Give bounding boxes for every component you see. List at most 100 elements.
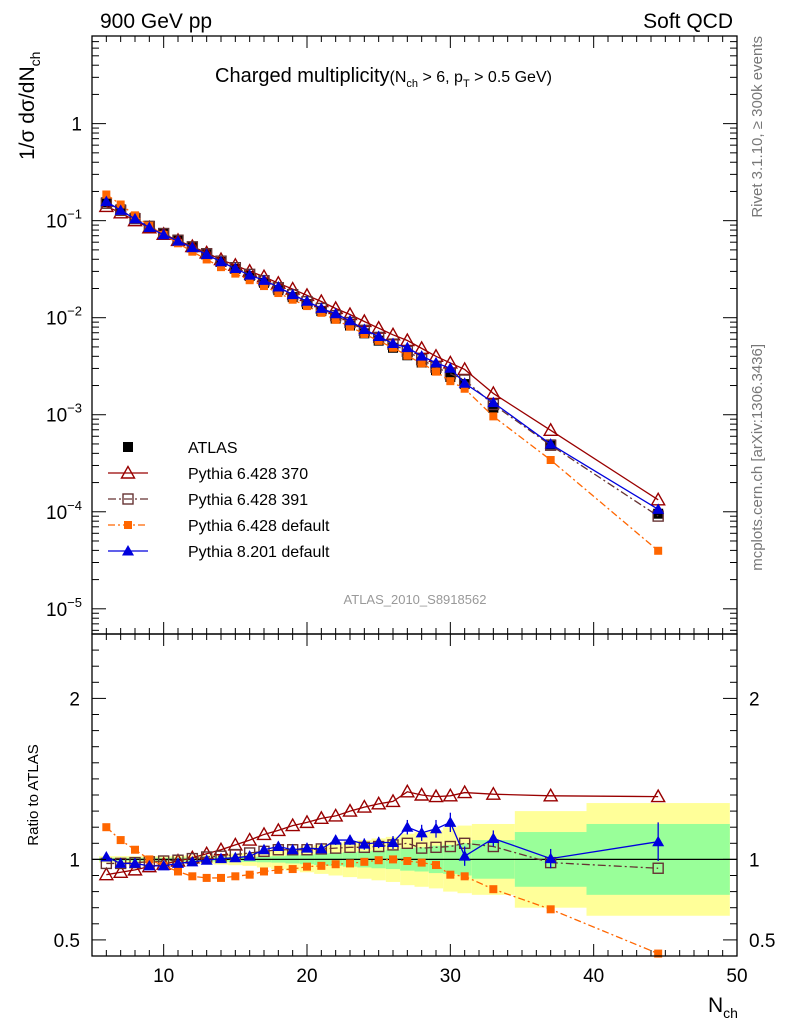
marker-square-open — [401, 837, 414, 849]
marker-triangle-open — [485, 786, 502, 800]
marker-square-small — [317, 861, 326, 870]
marker-square-small — [446, 870, 455, 879]
marker-square-small — [403, 857, 412, 866]
marker-triangle-open — [356, 799, 373, 813]
marker-triangle — [487, 396, 500, 408]
legend-entry: Pythia 6.428 370 — [108, 465, 308, 483]
marker-square-small — [346, 322, 354, 331]
chart-title-cut-open: (N — [390, 69, 407, 86]
y-axis-label: 1/σ dσ/dNch — [16, 52, 43, 160]
marker-square-small — [432, 367, 440, 376]
marker-triangle — [172, 235, 184, 246]
marker-square-small — [288, 295, 297, 304]
marker-square-small — [145, 855, 154, 864]
y-tick-base: 10 — [46, 212, 67, 233]
marker-square-small — [231, 872, 240, 881]
marker-triangle — [122, 545, 134, 556]
marker-square-small — [460, 384, 469, 393]
marker-square-small — [260, 282, 268, 291]
y-tick-base: 10 — [46, 309, 67, 330]
marker-triangle — [444, 362, 457, 373]
marker-square-open — [415, 842, 428, 854]
marker-triangle — [301, 295, 313, 306]
marker-triangle — [415, 826, 428, 838]
marker-triangle-open — [241, 832, 258, 846]
series-4 — [100, 195, 665, 514]
marker-triangle — [652, 503, 665, 514]
marker-triangle — [487, 832, 500, 843]
marker-triangle — [100, 195, 113, 207]
svg-text:1/σ dσ/dNch: 1/σ dσ/dNch — [16, 52, 43, 160]
marker-triangle — [186, 855, 199, 867]
y-tick-exp: −4 — [67, 498, 82, 513]
marker-triangle — [344, 834, 356, 845]
marker-square-small — [331, 315, 340, 324]
marker-square-small — [446, 377, 455, 386]
marker-square-open — [652, 862, 664, 874]
ratio-series-3 — [102, 823, 663, 958]
marker-square-small — [417, 858, 426, 867]
marker-square-open — [122, 493, 134, 505]
y-tick-base: 10 — [46, 503, 67, 524]
ratio-y-tick-label: 2 — [69, 689, 80, 710]
chart-title-main: Charged multiplicity — [215, 65, 390, 87]
y-tick-label: 10−1 — [46, 207, 82, 233]
marker-triangle-open — [284, 817, 301, 832]
marker-triangle — [286, 843, 299, 855]
marker-square-small — [131, 845, 139, 854]
marker-triangle — [100, 850, 113, 862]
marker-triangle-open — [112, 864, 129, 878]
x-tick-label: 50 — [726, 966, 747, 987]
marker-triangle — [143, 221, 156, 233]
marker-triangle — [157, 228, 170, 240]
legend-label: Pythia 6.428 370 — [188, 466, 308, 483]
marker-triangle — [114, 204, 127, 215]
side-label-upper: Rivet 3.1.10, ≥ 300k events — [749, 36, 766, 218]
marker-triangle — [458, 377, 471, 388]
marker-triangle — [215, 255, 227, 267]
marker-triangle — [315, 842, 328, 854]
legend-label: Pythia 6.428 default — [188, 518, 330, 535]
marker-triangle — [372, 330, 385, 341]
marker-triangle — [401, 821, 414, 832]
marker-square-small — [303, 302, 311, 311]
x-tick-label: 20 — [296, 966, 317, 987]
x-axis-label-main: N — [708, 994, 723, 1017]
chart-title-cut-close: > 0.5 GeV) — [470, 69, 552, 86]
ratio-y-tick-label: 1 — [69, 850, 80, 871]
marker-triangle-open — [299, 814, 315, 829]
marker-triangle-open — [127, 861, 143, 876]
marker-triangle — [387, 836, 399, 847]
legend-entry: Pythia 6.428 391 — [108, 492, 308, 509]
marker-square-small — [124, 521, 132, 529]
y-tick-exp: −2 — [67, 304, 82, 319]
marker-square-small — [374, 856, 383, 865]
header-right: Soft QCD — [643, 10, 733, 33]
marker-square-small — [202, 255, 211, 264]
marker-triangle-open — [98, 866, 115, 881]
marker-square-small — [417, 359, 426, 368]
marker-triangle — [157, 859, 170, 871]
series-1 — [98, 198, 666, 506]
marker-triangle — [329, 834, 342, 845]
marker-square-small — [654, 546, 663, 555]
y-tick-exp: −5 — [67, 595, 82, 610]
x-axis-label: Nch — [708, 994, 738, 1021]
marker-triangle-open — [270, 822, 287, 837]
marker-triangle — [215, 852, 227, 864]
chart-title-cut-sub1: ch — [406, 78, 418, 90]
legend-label: Pythia 8.201 default — [188, 544, 330, 561]
x-axis-label-sub: ch — [723, 1005, 738, 1021]
marker-square — [488, 402, 499, 413]
marker-square-small — [231, 269, 240, 278]
marker-triangle — [186, 241, 199, 253]
y-tick-label: 10−5 — [46, 595, 82, 621]
marker-square — [123, 442, 133, 452]
marker-square-small — [102, 823, 111, 832]
marker-triangle — [458, 850, 471, 861]
y-tick-label: 10−4 — [46, 498, 82, 524]
chart-title-cut-sub2: T — [463, 78, 470, 90]
marker-triangle — [129, 212, 141, 224]
marker-square-small — [489, 412, 498, 421]
marker-triangle — [258, 843, 270, 855]
